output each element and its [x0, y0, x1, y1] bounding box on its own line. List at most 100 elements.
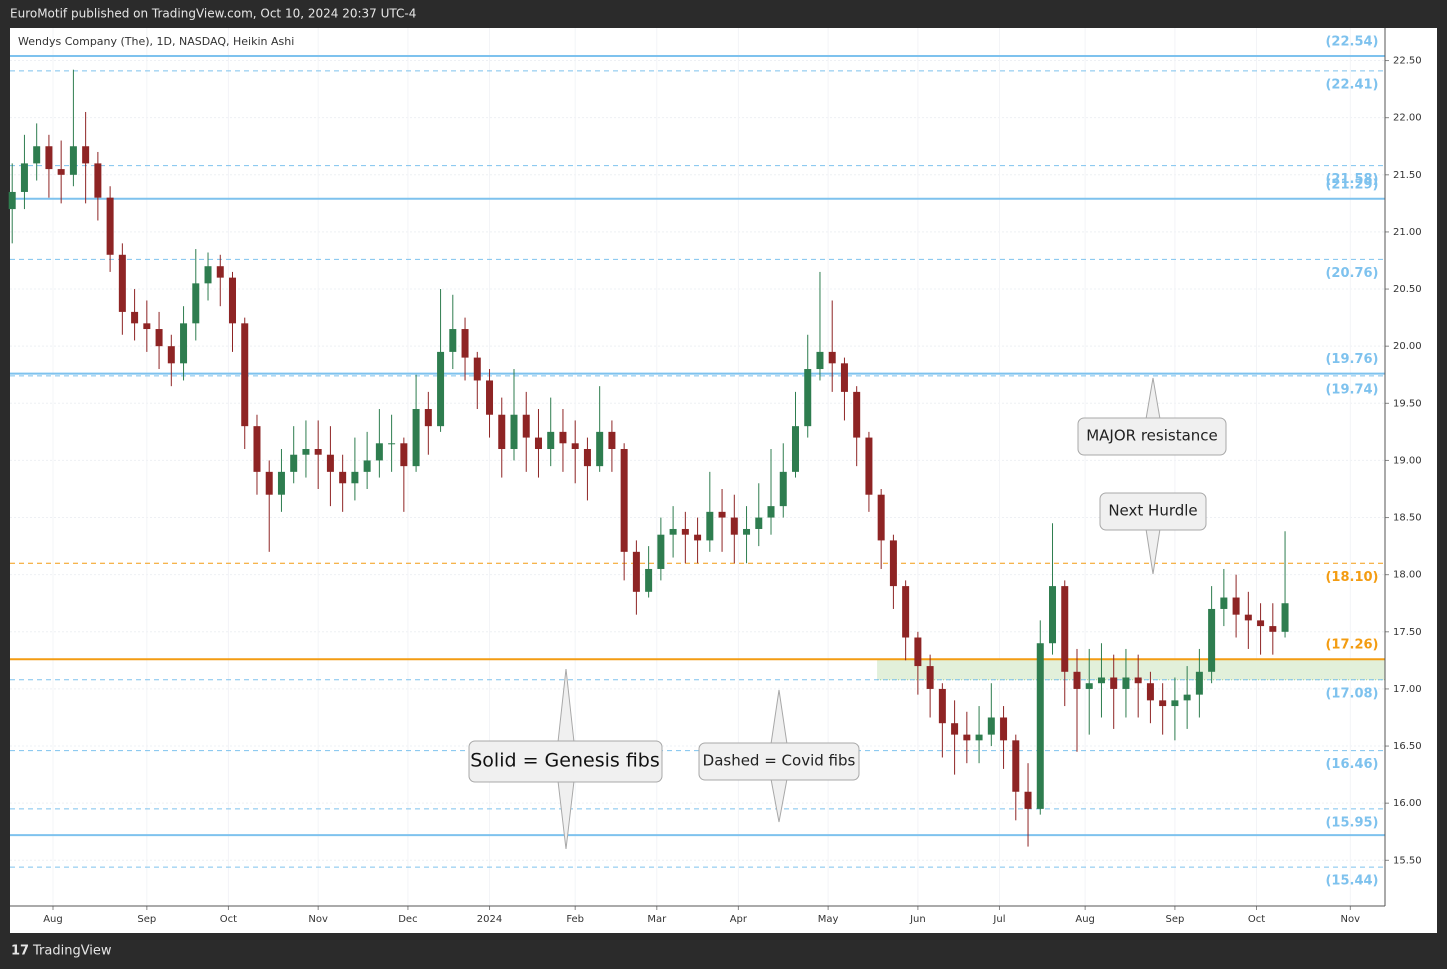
candle-body	[1085, 683, 1093, 689]
callout-box	[1099, 492, 1207, 531]
candle-body	[645, 568, 653, 592]
candle-body	[816, 351, 824, 370]
candle-body	[473, 357, 481, 381]
candle-body	[57, 169, 65, 175]
candle-body	[216, 266, 224, 278]
candle-body	[889, 540, 897, 587]
fib-level-label: (18.10)	[1325, 570, 1378, 585]
candle-body	[8, 191, 16, 210]
x-tick-label: Aug	[43, 914, 63, 925]
candle-body	[1122, 677, 1130, 689]
candle-body	[1000, 717, 1008, 741]
candle-body	[290, 454, 298, 472]
candle-body	[534, 437, 542, 450]
candle-body	[522, 414, 530, 438]
fib-level-label: (15.44)	[1325, 874, 1378, 889]
candle-body	[1281, 603, 1289, 632]
candle-body	[33, 146, 41, 164]
x-tick-label: Sep	[137, 914, 156, 925]
fib-level-label: (20.76)	[1325, 266, 1378, 281]
candle-body	[571, 443, 579, 450]
candle-body	[400, 443, 408, 467]
candle-body	[351, 471, 359, 484]
candle-body	[437, 351, 445, 427]
candle-body	[326, 454, 334, 472]
fib-level-label: (16.46)	[1325, 757, 1378, 772]
candle-body	[657, 534, 665, 569]
candle-body	[559, 431, 567, 444]
callout-text: MAJOR resistance	[1086, 427, 1218, 445]
candle-body	[755, 517, 763, 529]
x-tick-label: Sep	[1165, 914, 1184, 925]
x-tick-label: Jun	[909, 914, 926, 925]
candle-body	[388, 443, 396, 445]
candle-body	[204, 266, 212, 284]
candle-body	[155, 329, 163, 347]
candle-body	[596, 431, 604, 467]
x-tick-label: May	[818, 914, 839, 925]
candle-body	[620, 449, 628, 552]
candle-body	[461, 329, 469, 358]
candle-body	[632, 551, 640, 592]
candle-body	[302, 449, 310, 455]
x-tick-label: 2024	[477, 914, 502, 925]
candle-body	[449, 329, 457, 352]
candle-body	[987, 717, 995, 735]
x-tick-label: Oct	[1248, 914, 1265, 925]
y-tick-label: 20.50	[1393, 284, 1422, 295]
candle-body	[241, 323, 249, 427]
candle-body	[914, 637, 922, 667]
annotation: MAJOR resistance	[1077, 377, 1227, 456]
x-tick-label: Dec	[398, 914, 417, 925]
y-tick-label: 15.50	[1393, 855, 1422, 866]
chart-title: Wendys Company (The), 1D, NASDAQ, Heikin…	[18, 35, 294, 48]
annotation: Solid = Genesis fibs	[468, 668, 663, 850]
candle-body	[375, 443, 383, 461]
candle-body	[424, 409, 432, 427]
candle-body	[1183, 694, 1191, 701]
y-tick-label: 19.00	[1393, 455, 1422, 466]
candle-body	[804, 369, 812, 427]
candle-body	[1097, 677, 1105, 684]
x-tick-label: Jul	[992, 914, 1005, 925]
candle-body	[192, 283, 200, 324]
candle-body	[938, 688, 946, 724]
x-tick-label: Nov	[1341, 914, 1361, 925]
callout-box	[1077, 417, 1227, 456]
candle-body	[1049, 586, 1057, 644]
candle-body	[1220, 597, 1228, 609]
candle-body	[828, 351, 836, 364]
y-tick-label: 16.50	[1393, 741, 1422, 752]
logo-mark: 𝟭𝟳	[11, 944, 29, 959]
x-tick-label: Aug	[1075, 914, 1095, 925]
candle-body	[1036, 643, 1044, 809]
candle-body	[1195, 671, 1203, 695]
candle-body	[1208, 608, 1216, 672]
y-tick-label: 21.50	[1393, 170, 1422, 181]
fib-level-label: (21.58)	[1325, 172, 1378, 187]
candle-body	[94, 163, 102, 198]
callout-text: Dashed = Covid fibs	[703, 752, 856, 770]
candle-body	[1024, 791, 1032, 809]
chart-area	[10, 28, 1437, 933]
y-tick-label: 18.50	[1393, 513, 1422, 524]
candle-body	[963, 734, 971, 741]
candle-body	[118, 254, 126, 312]
support-zone	[877, 659, 1385, 680]
candle-body	[1257, 620, 1265, 627]
candle-body	[253, 426, 261, 472]
candle-body	[1012, 740, 1020, 792]
candle-body	[779, 471, 787, 507]
candle-body	[45, 146, 53, 170]
candle-body	[926, 666, 934, 689]
y-tick-label: 16.00	[1393, 798, 1422, 809]
callout-box	[698, 742, 860, 781]
candle-body	[143, 323, 151, 330]
candle-body	[229, 277, 237, 324]
candle-body	[1110, 677, 1118, 689]
candle-body	[1073, 671, 1081, 689]
brand: TradingView	[32, 944, 112, 959]
candle-body	[1134, 677, 1142, 684]
publisher-info: EuroMotif published on TradingView.com, …	[10, 7, 416, 21]
